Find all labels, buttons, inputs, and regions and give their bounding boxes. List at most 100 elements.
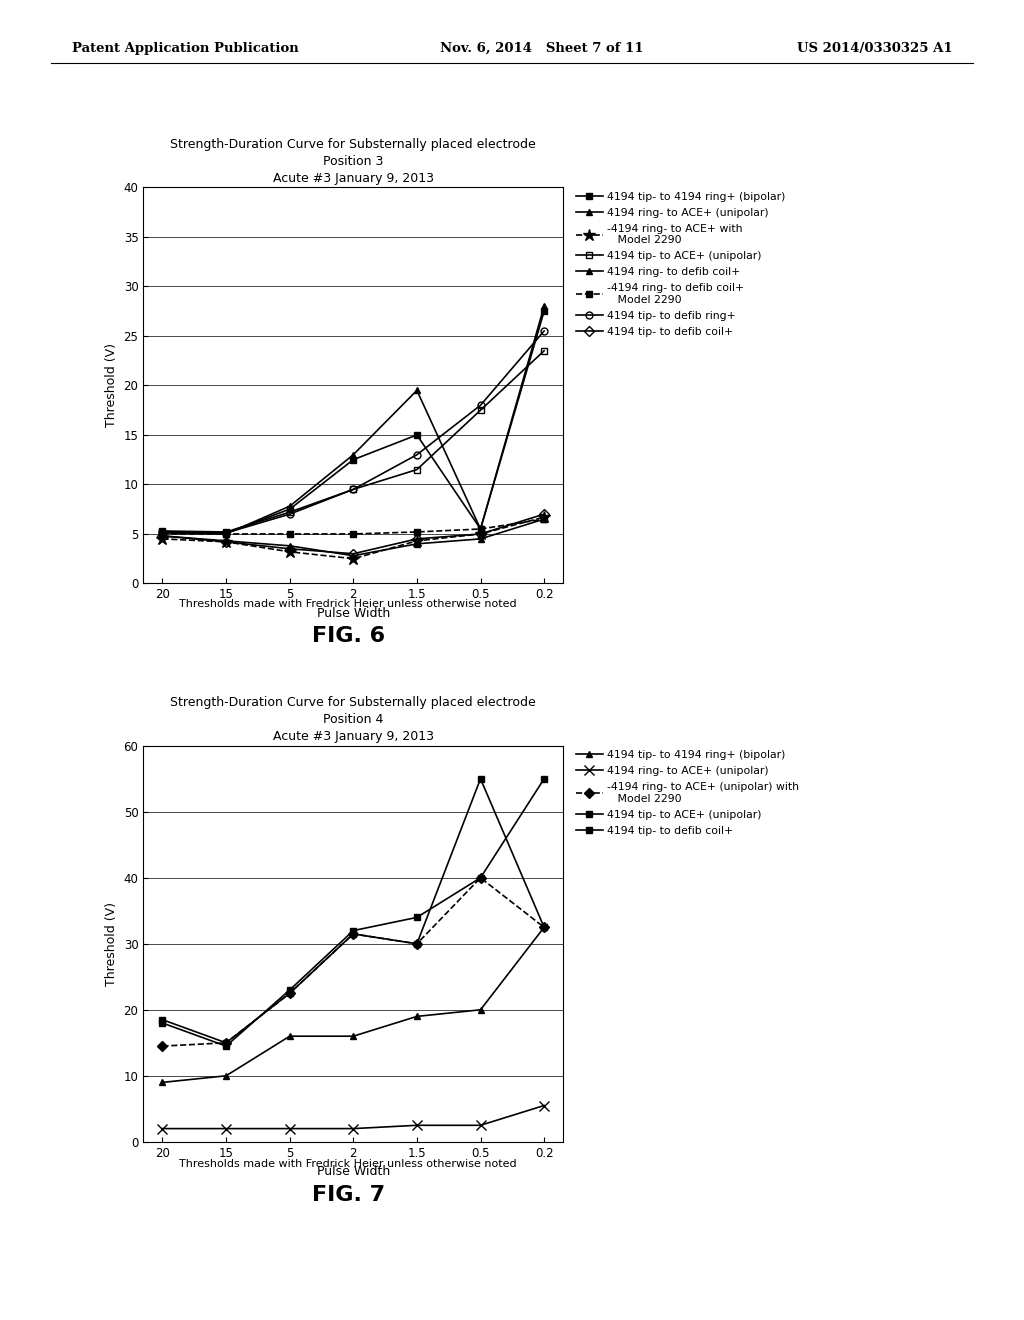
4194 ring- to defib coil+ — [538, 298, 550, 314]
Y-axis label: Threshold (V): Threshold (V) — [105, 343, 118, 428]
4194 tip- to ACE+ (unipolar) — [157, 523, 169, 539]
Title: Strength-Duration Curve for Substernally placed electrode
Position 3
Acute #3 Ja: Strength-Duration Curve for Substernally… — [170, 137, 537, 185]
4194 tip- to defib coil+ — [284, 982, 296, 998]
4194 tip- to defib ring+ — [538, 323, 550, 339]
4194 tip- to 4194 ring+ (bipolar) — [411, 426, 423, 442]
4194 tip- to defib ring+ — [157, 524, 169, 540]
Line: 4194 ring- to ACE+ (unipolar): 4194 ring- to ACE+ (unipolar) — [158, 1101, 549, 1134]
4194 tip- to 4194 ring+ (bipolar) — [284, 1028, 296, 1044]
4194 tip- to ACE+ (unipolar) — [220, 1035, 232, 1051]
4194 ring- to defib coil+ — [347, 446, 359, 462]
-4194 ring- to ACE+ with
   Model 2290 — [220, 533, 232, 549]
4194 ring- to defib coil+ — [157, 525, 169, 541]
-4194 ring- to defib coil+
   Model 2290 — [411, 524, 423, 540]
Line: 4194 tip- to 4194 ring+ (bipolar): 4194 tip- to 4194 ring+ (bipolar) — [159, 308, 548, 536]
Text: Nov. 6, 2014   Sheet 7 of 11: Nov. 6, 2014 Sheet 7 of 11 — [440, 42, 644, 55]
4194 tip- to 4194 ring+ (bipolar) — [538, 919, 550, 935]
4194 ring- to ACE+ (unipolar) — [538, 1098, 550, 1114]
4194 tip- to defib coil+ — [538, 506, 550, 521]
-4194 ring- to ACE+ (unipolar) with
   Model 2290 — [411, 936, 423, 952]
4194 tip- to defib ring+ — [411, 446, 423, 462]
4194 ring- to ACE+ (unipolar) — [538, 511, 550, 527]
-4194 ring- to ACE+ (unipolar) with
   Model 2290 — [157, 1038, 169, 1053]
4194 tip- to ACE+ (unipolar) — [411, 936, 423, 952]
4194 tip- to 4194 ring+ (bipolar) — [220, 1068, 232, 1084]
4194 tip- to defib coil+ — [347, 545, 359, 561]
4194 tip- to defib ring+ — [220, 525, 232, 541]
4194 ring- to ACE+ (unipolar) — [474, 1117, 486, 1133]
4194 tip- to ACE+ (unipolar) — [284, 985, 296, 1001]
Line: 4194 tip- to ACE+ (unipolar): 4194 tip- to ACE+ (unipolar) — [159, 347, 548, 536]
4194 ring- to ACE+ (unipolar) — [347, 548, 359, 564]
Line: 4194 tip- to defib coil+: 4194 tip- to defib coil+ — [159, 775, 548, 1049]
4194 ring- to defib coil+ — [284, 498, 296, 513]
Y-axis label: Threshold (V): Threshold (V) — [105, 902, 118, 986]
4194 tip- to 4194 ring+ (bipolar) — [474, 521, 486, 537]
Text: Patent Application Publication: Patent Application Publication — [72, 42, 298, 55]
-4194 ring- to ACE+ (unipolar) with
   Model 2290 — [220, 1035, 232, 1051]
4194 tip- to defib coil+ — [157, 528, 169, 544]
4194 tip- to defib coil+ — [157, 1015, 169, 1031]
Line: 4194 tip- to 4194 ring+ (bipolar): 4194 tip- to 4194 ring+ (bipolar) — [159, 924, 548, 1086]
-4194 ring- to ACE+ (unipolar) with
   Model 2290 — [347, 927, 359, 942]
-4194 ring- to defib coil+
   Model 2290 — [474, 521, 486, 537]
4194 tip- to defib coil+ — [411, 909, 423, 925]
4194 ring- to ACE+ (unipolar) — [284, 1121, 296, 1137]
4194 ring- to ACE+ (unipolar) — [474, 531, 486, 546]
4194 tip- to defib ring+ — [284, 506, 296, 521]
Text: US 2014/0330325 A1: US 2014/0330325 A1 — [797, 42, 952, 55]
4194 tip- to 4194 ring+ (bipolar) — [157, 1074, 169, 1090]
4194 ring- to ACE+ (unipolar) — [411, 1117, 423, 1133]
-4194 ring- to ACE+ with
   Model 2290 — [411, 533, 423, 549]
Text: Thresholds made with Fredrick Heier unless otherwise noted: Thresholds made with Fredrick Heier unle… — [179, 1159, 517, 1170]
-4194 ring- to ACE+ with
   Model 2290 — [284, 544, 296, 560]
4194 tip- to ACE+ (unipolar) — [474, 771, 486, 787]
4194 tip- to 4194 ring+ (bipolar) — [284, 502, 296, 517]
4194 tip- to ACE+ (unipolar) — [347, 927, 359, 942]
4194 tip- to 4194 ring+ (bipolar) — [474, 1002, 486, 1018]
Text: FIG. 7: FIG. 7 — [311, 1185, 385, 1205]
-4194 ring- to ACE+ with
   Model 2290 — [538, 510, 550, 525]
4194 ring- to ACE+ (unipolar) — [220, 533, 232, 549]
4194 tip- to ACE+ (unipolar) — [284, 504, 296, 520]
Line: 4194 ring- to ACE+ (unipolar): 4194 ring- to ACE+ (unipolar) — [159, 516, 548, 560]
4194 ring- to defib coil+ — [474, 521, 486, 537]
4194 tip- to ACE+ (unipolar) — [474, 403, 486, 418]
X-axis label: Pulse Width: Pulse Width — [316, 1166, 390, 1179]
4194 ring- to ACE+ (unipolar) — [220, 1121, 232, 1137]
-4194 ring- to defib coil+
   Model 2290 — [347, 525, 359, 541]
4194 tip- to 4194 ring+ (bipolar) — [411, 1008, 423, 1024]
X-axis label: Pulse Width: Pulse Width — [316, 607, 390, 620]
4194 tip- to 4194 ring+ (bipolar) — [347, 451, 359, 467]
4194 tip- to 4194 ring+ (bipolar) — [347, 1028, 359, 1044]
-4194 ring- to ACE+ (unipolar) with
   Model 2290 — [474, 870, 486, 886]
Title: Strength-Duration Curve for Substernally placed electrode
Position 4
Acute #3 Ja: Strength-Duration Curve for Substernally… — [170, 696, 537, 743]
-4194 ring- to ACE+ (unipolar) with
   Model 2290 — [284, 985, 296, 1001]
-4194 ring- to ACE+ with
   Model 2290 — [474, 525, 486, 541]
Legend: 4194 tip- to 4194 ring+ (bipolar), 4194 ring- to ACE+ (unipolar), -4194 ring- to: 4194 tip- to 4194 ring+ (bipolar), 4194 … — [571, 187, 791, 341]
4194 ring- to ACE+ (unipolar) — [411, 536, 423, 552]
4194 ring- to defib coil+ — [411, 383, 423, 399]
4194 tip- to defib ring+ — [347, 482, 359, 498]
4194 tip- to defib coil+ — [411, 531, 423, 546]
Line: 4194 tip- to defib coil+: 4194 tip- to defib coil+ — [159, 511, 548, 557]
4194 tip- to defib coil+ — [220, 533, 232, 549]
Line: -4194 ring- to defib coil+
   Model 2290: -4194 ring- to defib coil+ Model 2290 — [159, 516, 548, 537]
4194 tip- to 4194 ring+ (bipolar) — [538, 304, 550, 319]
4194 tip- to ACE+ (unipolar) — [538, 343, 550, 359]
Text: Thresholds made with Fredrick Heier unless otherwise noted: Thresholds made with Fredrick Heier unle… — [179, 599, 517, 610]
4194 tip- to ACE+ (unipolar) — [347, 482, 359, 498]
4194 tip- to defib coil+ — [284, 541, 296, 557]
-4194 ring- to ACE+ with
   Model 2290 — [347, 550, 359, 566]
-4194 ring- to ACE+ (unipolar) with
   Model 2290 — [538, 919, 550, 935]
Legend: 4194 tip- to 4194 ring+ (bipolar), 4194 ring- to ACE+ (unipolar), -4194 ring- to: 4194 tip- to 4194 ring+ (bipolar), 4194 … — [571, 746, 804, 840]
-4194 ring- to defib coil+
   Model 2290 — [538, 511, 550, 527]
4194 tip- to ACE+ (unipolar) — [157, 1011, 169, 1027]
-4194 ring- to ACE+ with
   Model 2290 — [157, 531, 169, 546]
-4194 ring- to defib coil+
   Model 2290 — [157, 525, 169, 541]
Text: FIG. 6: FIG. 6 — [311, 626, 385, 645]
Line: 4194 tip- to defib ring+: 4194 tip- to defib ring+ — [159, 327, 548, 536]
4194 tip- to ACE+ (unipolar) — [411, 462, 423, 478]
-4194 ring- to defib coil+
   Model 2290 — [220, 525, 232, 541]
4194 tip- to defib ring+ — [474, 397, 486, 413]
